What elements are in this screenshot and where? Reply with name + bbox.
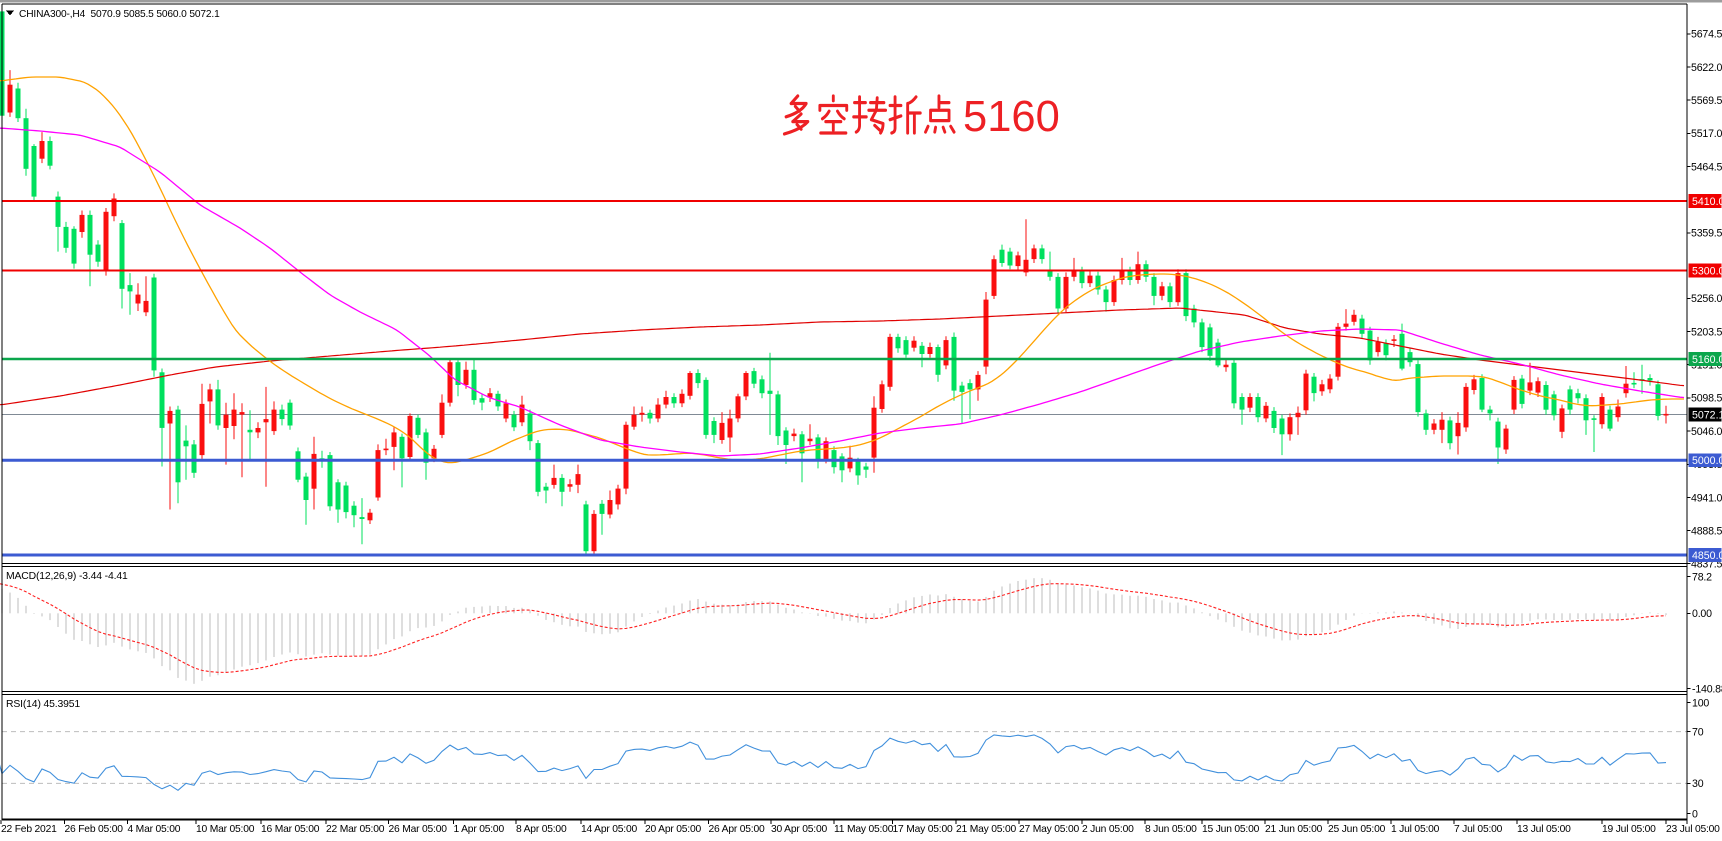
svg-text:CHINA300-,H4 5070.9 5085.5 50: CHINA300-,H4 5070.9 5085.5 5060.0 5072.1 <box>19 9 220 20</box>
svg-text:5000.0: 5000.0 <box>1692 455 1722 467</box>
svg-text:15 Jun 05:00: 15 Jun 05:00 <box>1202 824 1260 835</box>
svg-text:4888.5: 4888.5 <box>1691 526 1722 538</box>
svg-text:26 Feb 05:00: 26 Feb 05:00 <box>65 824 124 835</box>
svg-text:1 Apr 05:00: 1 Apr 05:00 <box>454 824 505 835</box>
svg-text:2 Jun 05:00: 2 Jun 05:00 <box>1082 824 1134 835</box>
svg-text:7 Jul 05:00: 7 Jul 05:00 <box>1454 824 1503 835</box>
svg-text:5160: 5160 <box>963 93 1060 141</box>
svg-text:-140.88: -140.88 <box>1692 683 1722 695</box>
svg-text:5300.0: 5300.0 <box>1692 266 1722 278</box>
svg-text:4941.0: 4941.0 <box>1691 492 1722 504</box>
svg-text:RSI(14) 45.3951: RSI(14) 45.3951 <box>6 699 80 710</box>
svg-text:25 Jun 05:00: 25 Jun 05:00 <box>1328 824 1386 835</box>
svg-text:5569.5: 5569.5 <box>1691 95 1722 107</box>
svg-text:8 Jun 05:00: 8 Jun 05:00 <box>1145 824 1197 835</box>
svg-text:5410.0: 5410.0 <box>1692 196 1722 208</box>
svg-text:21 May 05:00: 21 May 05:00 <box>956 824 1016 835</box>
svg-text:22 Feb 2021: 22 Feb 2021 <box>1 824 57 835</box>
svg-text:30 Apr 05:00: 30 Apr 05:00 <box>771 824 827 835</box>
svg-text:MACD(12,26,9) -3.44 -4.41: MACD(12,26,9) -3.44 -4.41 <box>6 571 128 582</box>
svg-text:5622.0: 5622.0 <box>1691 62 1722 74</box>
svg-text:0.00: 0.00 <box>1692 608 1712 620</box>
svg-text:78.2: 78.2 <box>1692 571 1712 583</box>
svg-text:13 Jul 05:00: 13 Jul 05:00 <box>1517 824 1571 835</box>
svg-text:20 Apr 05:00: 20 Apr 05:00 <box>645 824 701 835</box>
svg-text:5359.5: 5359.5 <box>1691 228 1722 240</box>
svg-text:1 Jul 05:00: 1 Jul 05:00 <box>1391 824 1440 835</box>
svg-text:5203.5: 5203.5 <box>1691 326 1722 338</box>
svg-text:22 Mar 05:00: 22 Mar 05:00 <box>326 824 385 835</box>
svg-text:100: 100 <box>1692 697 1709 709</box>
svg-text:70: 70 <box>1692 726 1704 738</box>
svg-text:5046.0: 5046.0 <box>1691 426 1722 438</box>
svg-text:5072.1: 5072.1 <box>1692 410 1722 422</box>
svg-text:26 Apr 05:00: 26 Apr 05:00 <box>709 824 765 835</box>
svg-text:17 May 05:00: 17 May 05:00 <box>893 824 953 835</box>
svg-text:5098.5: 5098.5 <box>1691 393 1722 405</box>
svg-text:5160.0: 5160.0 <box>1692 354 1722 366</box>
svg-text:21 Jun 05:00: 21 Jun 05:00 <box>1265 824 1323 835</box>
svg-text:8 Apr 05:00: 8 Apr 05:00 <box>516 824 567 835</box>
svg-text:4 Mar 05:00: 4 Mar 05:00 <box>128 824 181 835</box>
svg-text:26 Mar 05:00: 26 Mar 05:00 <box>389 824 448 835</box>
svg-text:16 Mar 05:00: 16 Mar 05:00 <box>261 824 320 835</box>
svg-text:5517.0: 5517.0 <box>1691 128 1722 140</box>
svg-text:0: 0 <box>1692 808 1698 820</box>
svg-text:27 May 05:00: 27 May 05:00 <box>1019 824 1079 835</box>
svg-text:5674.5: 5674.5 <box>1691 29 1722 41</box>
svg-text:11 May 05:00: 11 May 05:00 <box>834 824 894 835</box>
svg-text:4850.0: 4850.0 <box>1692 550 1722 562</box>
svg-text:30: 30 <box>1692 778 1704 790</box>
svg-text:19 Jul 05:00: 19 Jul 05:00 <box>1602 824 1656 835</box>
svg-text:5464.5: 5464.5 <box>1691 161 1722 173</box>
svg-text:23 Jul 05:00: 23 Jul 05:00 <box>1666 824 1720 835</box>
svg-text:14 Apr 05:00: 14 Apr 05:00 <box>581 824 637 835</box>
svg-text:5256.0: 5256.0 <box>1691 293 1722 305</box>
svg-text:10 Mar 05:00: 10 Mar 05:00 <box>196 824 255 835</box>
